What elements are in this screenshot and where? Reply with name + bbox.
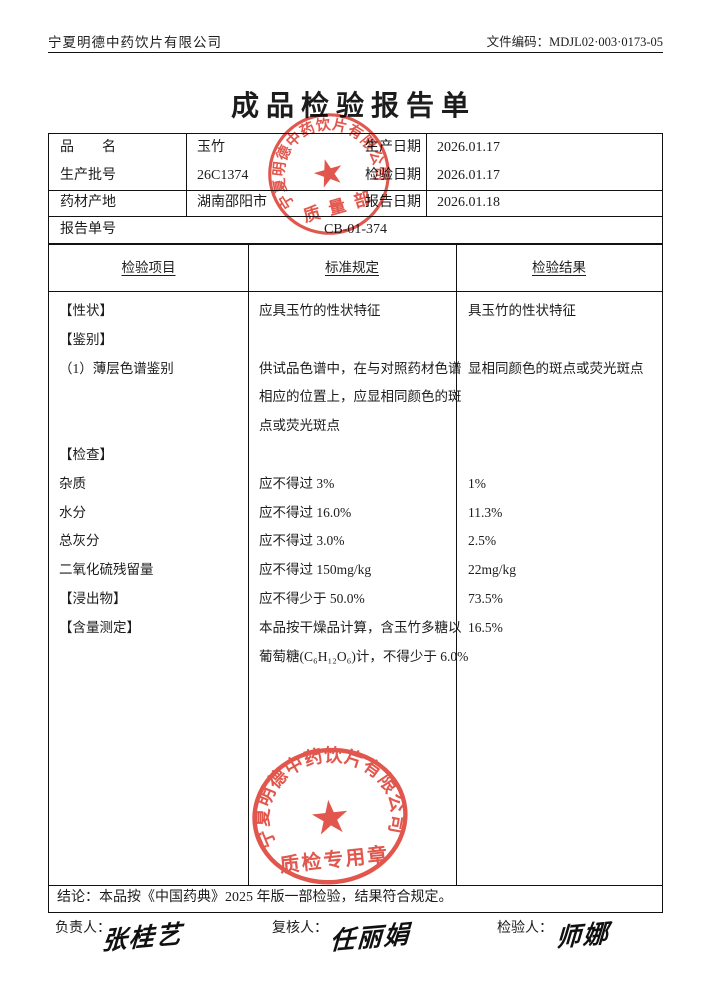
result-text: 16.5%: [468, 619, 503, 635]
conclusion-text: 结论：本品按《中国药典》2025 年版一部检验，结果符合规定。: [57, 890, 453, 905]
item-label: （1）薄层色谱鉴别: [59, 360, 174, 376]
info-table: 品 名 玉竹 生产日期 2026.01.17 生产批号 26C1374 检验日期…: [48, 133, 663, 245]
standard-text: 葡萄糖(C₆H₁₂O₆)计，不得少于 6.0%: [259, 648, 469, 664]
table-vline-1: [248, 244, 249, 885]
inspector-signature: 师娜: [555, 920, 611, 953]
result-text: 11.3%: [468, 504, 503, 520]
result-text: 1%: [468, 475, 486, 491]
items-column: 【性状】 【鉴别】 （1）薄层色谱鉴别 【检查】 杂质 水分 总灰分 二氧化硫残…: [59, 291, 248, 891]
result-text: 22mg/kg: [468, 562, 517, 578]
standard-text: 供试品色谱中，在与对照药材色谱: [259, 360, 462, 376]
result-text: 具玉竹的性状特征: [468, 303, 576, 318]
product-name-label: 品 名: [60, 140, 116, 155]
test-date-value: 2026.01.17: [437, 168, 500, 183]
standard-text: 点或荧光斑点: [259, 418, 340, 434]
standard-text: 应具玉竹的性状特征: [259, 303, 381, 318]
test-date-label: 检验日期: [365, 168, 421, 183]
standard-text: 应不得过 16.0%: [259, 504, 352, 520]
item-label: 总灰分: [59, 533, 100, 549]
prod-date-value: 2026.01.17: [437, 140, 500, 155]
doc-code: 文件编码：MDJL02·003·0173-05: [487, 31, 663, 50]
item-label: 【浸出物】: [59, 590, 127, 606]
result-text: 显相同颜色的斑点或荧光斑点: [468, 360, 644, 376]
report-no-label: 报告单号: [60, 222, 116, 237]
standard-text: 应不得少于 50.0%: [259, 590, 365, 606]
column-header-item: 检验项目: [121, 260, 176, 275]
batch-label: 生产批号: [60, 168, 116, 183]
report-date-value: 2026.01.18: [437, 195, 500, 210]
report-no-value: CB-01-374: [324, 222, 387, 237]
origin-value: 湖南邵阳市: [197, 195, 267, 210]
item-label: 【检查】: [59, 446, 113, 462]
item-label: 【含量测定】: [59, 619, 140, 635]
info-vline-left: [186, 134, 187, 216]
lead-signature: 张桂艺: [101, 921, 184, 956]
prod-date-label: 生产日期: [365, 140, 421, 155]
item-label: 二氧化硫残留量: [59, 562, 154, 578]
standard-text: 本品按干燥品计算，含玉竹多糖以: [259, 619, 462, 635]
item-label: 水分: [59, 504, 86, 520]
item-label: 【鉴别】: [59, 331, 113, 347]
conclusion-rule: [49, 885, 662, 886]
standard-text: 应不得过 3.0%: [259, 533, 345, 549]
origin-label: 药材产地: [60, 195, 116, 210]
table-vline-2: [456, 244, 457, 885]
item-label: 杂质: [59, 475, 86, 491]
table-header-rule: [49, 291, 662, 292]
signature-row: 负责人： 张桂艺 复核人： 任丽娟 检验人： 师娜: [0, 912, 707, 972]
report-date-label: 报告日期: [365, 195, 421, 210]
item-label: 【性状】: [59, 303, 113, 318]
header-rule: [48, 52, 663, 53]
result-text: 2.5%: [468, 533, 497, 549]
inspector-label: 检验人：: [497, 921, 553, 936]
column-header-result: 检验结果: [532, 260, 586, 275]
standard-text: 相应的位置上，应显相同颜色的斑: [259, 389, 462, 405]
result-column: 具玉竹的性状特征 显相同颜色的斑点或荧光斑点 1% 11.3% 2.5% 22m…: [468, 291, 662, 891]
standard-text: 应不得过 3%: [259, 475, 335, 491]
column-header-standard: 标准规定: [325, 260, 379, 275]
inspection-table: 检验项目 标准规定 检验结果 【性状】 【鉴别】 （1）薄层色谱鉴别 【检查】 …: [48, 243, 663, 913]
page-title: 成品检验报告单: [230, 91, 476, 122]
info-vline-right: [426, 134, 427, 216]
doc-code-label: 文件编码：: [486, 35, 550, 49]
batch-value: 26C1374: [197, 168, 249, 183]
lead-label: 负责人：: [55, 921, 111, 936]
standard-text: 应不得过 150mg/kg: [259, 562, 372, 578]
company-name: 宁夏明德中药饮片有限公司: [48, 35, 222, 50]
standard-column: 应具玉竹的性状特征 供试品色谱中，在与对照药材色谱 相应的位置上，应显相同颜色的…: [259, 291, 469, 891]
review-label: 复核人：: [272, 921, 328, 936]
product-name-value: 玉竹: [197, 140, 225, 155]
doc-code-value: MDJL02·003·0173-05: [549, 35, 663, 49]
review-signature: 任丽娟: [329, 921, 412, 956]
result-text: 73.5%: [468, 590, 503, 606]
